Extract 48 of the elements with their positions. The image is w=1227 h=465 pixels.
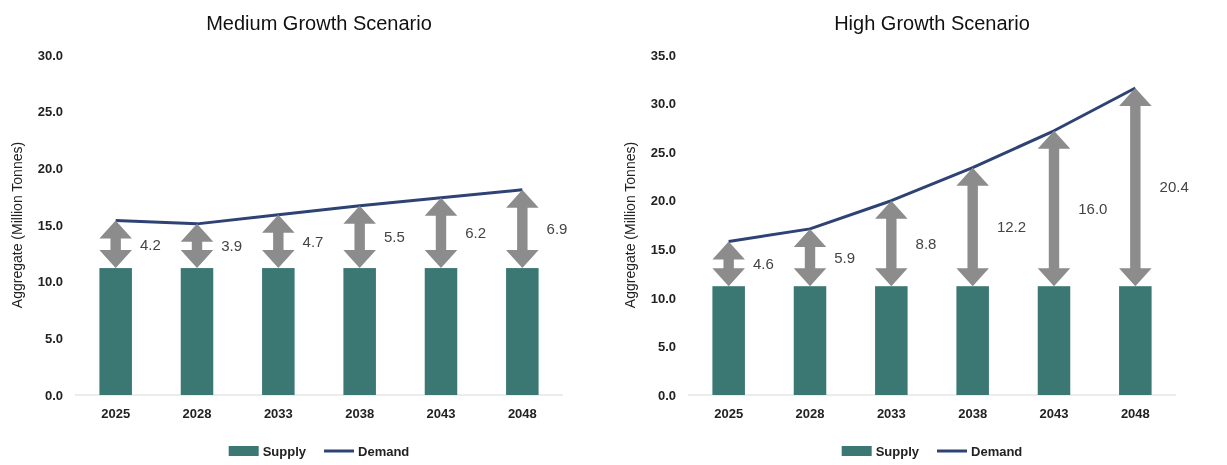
line-series — [114, 188, 524, 226]
annotation: 20.4 — [1159, 178, 1189, 196]
legend-label: Supply — [262, 443, 307, 459]
x-tick-label: 2028 — [182, 406, 212, 422]
x-tick-label: 2028 — [795, 406, 825, 422]
y-tick-label: 35.0 — [650, 47, 676, 63]
x-tick-label: 2043 — [1039, 406, 1069, 422]
y-tick-label: 25.0 — [37, 104, 63, 120]
chart-title: High Growth Scenario — [834, 12, 1030, 34]
x-tick-label: 2038 — [958, 406, 988, 422]
annotation: 8.8 — [915, 234, 937, 252]
y-tick-label: 0.0 — [657, 387, 676, 403]
y-tick-label: 30.0 — [650, 96, 676, 112]
y-tick-label: 15.0 — [37, 217, 63, 233]
y-axis-title: Aggregate (Million Tonnes) — [622, 141, 638, 309]
y-tick-label: 5.0 — [44, 330, 63, 346]
y-axis-title: Aggregate (Million Tonnes) — [9, 141, 25, 309]
y-tick-label: 30.0 — [37, 47, 63, 63]
y-tick-label: 0.0 — [44, 387, 63, 403]
legend-label: Supply — [875, 443, 920, 459]
y-tick-label: 20.0 — [650, 193, 676, 209]
annotation: 16.0 — [1078, 199, 1108, 217]
x-tick-label: 2025 — [101, 406, 131, 422]
x-tick-label: 2038 — [345, 406, 375, 422]
x-tick-label: 2033 — [876, 406, 906, 422]
y-tick-label: 25.0 — [650, 144, 676, 160]
x-tick-label: 2048 — [1120, 406, 1150, 422]
annotation: 3.9 — [221, 237, 243, 255]
y-tick-label: 10.0 — [37, 274, 63, 290]
annotation: 4.6 — [752, 255, 774, 273]
annotation: 5.9 — [834, 248, 856, 266]
legend-label: Demand — [971, 443, 1023, 459]
x-tick-label: 2048 — [507, 406, 537, 422]
y-tick-label: 10.0 — [650, 290, 676, 306]
legend-label: Demand — [358, 443, 410, 459]
chart-title: Medium Growth Scenario — [206, 12, 432, 34]
annotation: 5.5 — [383, 228, 405, 246]
y-tick-label: 20.0 — [37, 160, 63, 176]
y-tick-label: 5.0 — [657, 339, 676, 355]
y-tick-label: 15.0 — [650, 241, 676, 257]
annotation: 4.7 — [302, 232, 324, 250]
x-tick-label: 2043 — [426, 406, 456, 422]
annotation: 6.2 — [465, 224, 487, 242]
annotation: 6.9 — [546, 220, 568, 238]
x-tick-label: 2025 — [714, 406, 744, 422]
annotation: 12.2 — [996, 218, 1027, 236]
x-tick-label: 2033 — [263, 406, 293, 422]
annotation: 4.2 — [139, 235, 161, 253]
